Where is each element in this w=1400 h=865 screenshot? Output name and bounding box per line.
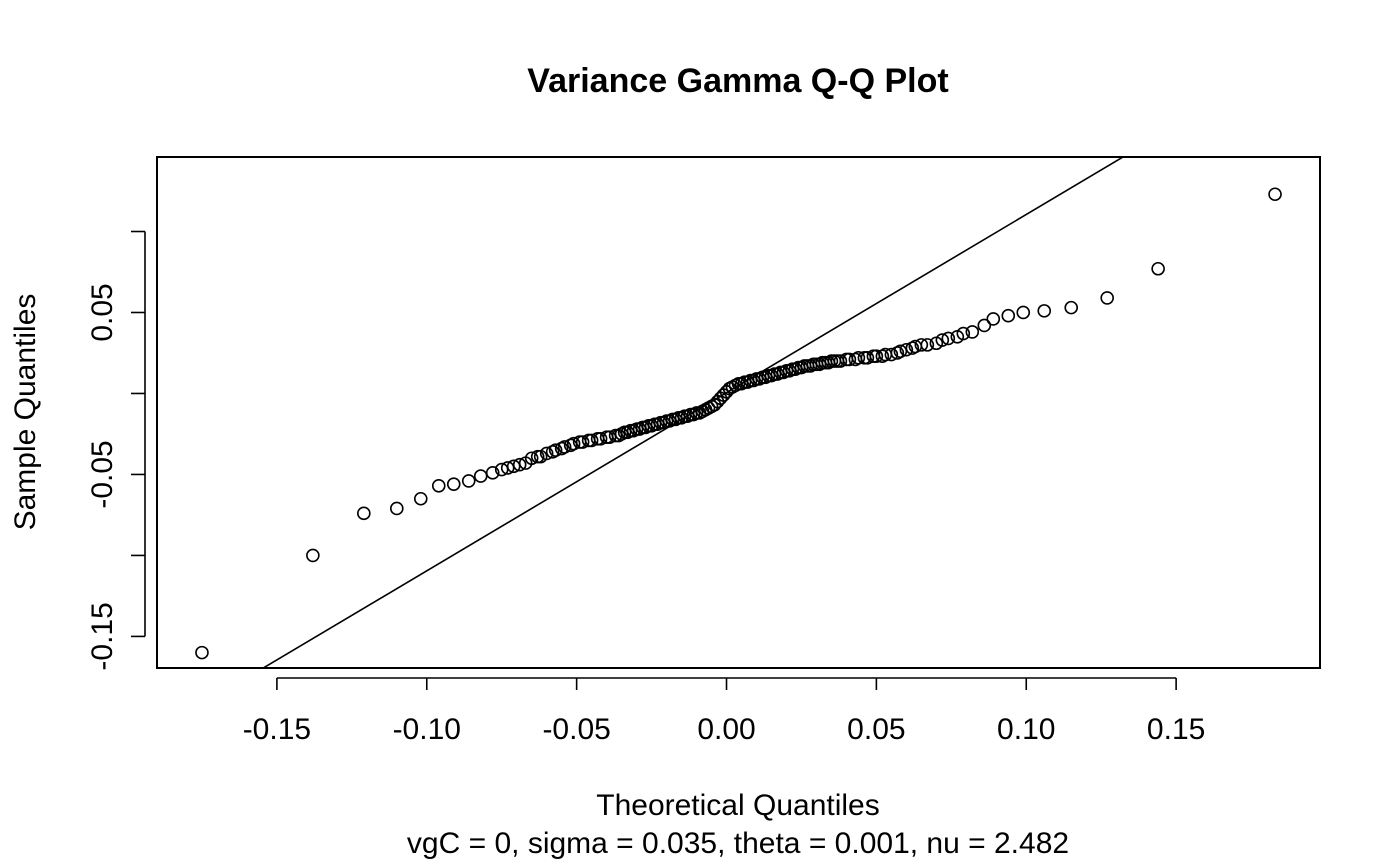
data-point xyxy=(893,344,908,359)
data-point xyxy=(914,338,929,352)
y-axis: -0.15 -0.05 0.05 xyxy=(86,230,146,671)
data-point xyxy=(524,451,539,466)
data-point xyxy=(473,469,488,483)
data-point xyxy=(195,645,209,660)
y-axis-label: Sample Quantiles xyxy=(9,294,42,531)
data-point xyxy=(1001,308,1016,323)
data-point xyxy=(494,462,509,477)
x-axis: -0.15 -0.10 -0.05 0.00 0.05 0.10 0.15 xyxy=(243,677,1205,746)
data-point xyxy=(413,491,428,506)
data-point xyxy=(1151,261,1165,276)
data-point xyxy=(593,432,608,446)
data-point xyxy=(842,352,857,367)
data-point xyxy=(548,443,563,457)
data-point xyxy=(500,461,515,475)
x-axis-label: Theoretical Quantiles xyxy=(596,789,879,822)
data-point xyxy=(965,325,980,339)
data-point xyxy=(512,457,527,472)
data-point xyxy=(566,436,581,451)
x-tick-label: -0.10 xyxy=(393,713,461,746)
x-tick-label: 0.10 xyxy=(997,713,1055,746)
points-layer xyxy=(195,187,1282,660)
chart-title: Variance Gamma Q-Q Plot xyxy=(527,62,948,100)
data-point xyxy=(431,478,446,493)
data-point xyxy=(461,474,476,488)
x-tick-label: -0.05 xyxy=(542,713,610,746)
data-point xyxy=(884,347,899,362)
data-point xyxy=(575,435,590,449)
y-tick-label: -0.15 xyxy=(86,602,119,670)
reference-line-layer xyxy=(261,157,1125,668)
y-tick-label: 0.05 xyxy=(86,283,119,341)
data-point xyxy=(1268,187,1282,202)
data-point xyxy=(869,349,884,364)
data-point xyxy=(357,506,371,521)
data-point xyxy=(956,326,971,341)
data-point xyxy=(860,351,875,365)
data-point xyxy=(851,351,866,365)
data-point xyxy=(1064,300,1079,315)
data-point xyxy=(977,318,992,333)
data-point xyxy=(1037,304,1052,318)
data-point xyxy=(446,477,461,491)
data-point xyxy=(506,459,521,474)
data-point xyxy=(485,466,500,480)
data-point xyxy=(941,331,956,346)
y-tick-label: -0.05 xyxy=(86,440,119,508)
data-point xyxy=(306,548,320,563)
data-point xyxy=(920,338,935,352)
data-point xyxy=(833,354,848,368)
data-point xyxy=(1100,291,1114,305)
plot-frame xyxy=(156,156,1321,669)
chart-subtitle: vgC = 0, sigma = 0.035, theta = 0.001, n… xyxy=(407,827,1069,860)
data-point xyxy=(935,333,950,347)
data-point xyxy=(986,312,1001,326)
data-point xyxy=(557,440,572,454)
data-point xyxy=(1016,305,1031,320)
data-point xyxy=(584,433,599,448)
data-point xyxy=(389,501,404,516)
x-tick-label: 0.05 xyxy=(847,713,905,746)
data-point xyxy=(539,446,554,461)
data-point xyxy=(602,430,617,444)
data-point xyxy=(899,342,914,357)
x-tick-label: 0.00 xyxy=(697,713,755,746)
qq-reference-line xyxy=(261,157,1125,668)
x-tick-label: -0.15 xyxy=(243,713,311,746)
x-tick-label: 0.15 xyxy=(1147,713,1205,746)
